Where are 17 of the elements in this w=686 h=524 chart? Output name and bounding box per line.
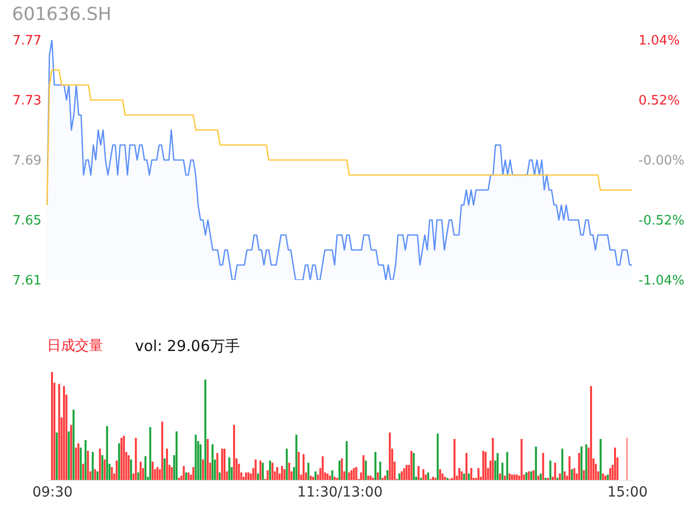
x-tick-label: 15:00	[607, 484, 648, 500]
y-tick-label: 7.73	[12, 94, 42, 108]
y2-tick-label: -0.52%	[638, 214, 684, 228]
line-series	[46, 69, 633, 206]
text: 日成交量	[47, 338, 103, 354]
y2-tick-label: 0.52%	[638, 94, 680, 108]
x-tick-label: 09:30	[32, 484, 73, 500]
text: vol: 29.06万手	[135, 337, 240, 355]
x-tick-label: 11:30/13:00	[297, 484, 383, 500]
y-tick-label: 7.69	[12, 154, 42, 168]
y2-tick-label: 1.04%	[638, 34, 680, 48]
chart-title: 601636.SH	[12, 4, 112, 25]
y-tick-label: 7.65	[12, 214, 42, 228]
y2-tick-label: -0.00%	[638, 154, 684, 168]
y-tick-label: 7.77	[12, 34, 42, 48]
y2-tick-label: -1.04%	[638, 274, 684, 288]
y-tick-label: 7.61	[12, 274, 42, 288]
